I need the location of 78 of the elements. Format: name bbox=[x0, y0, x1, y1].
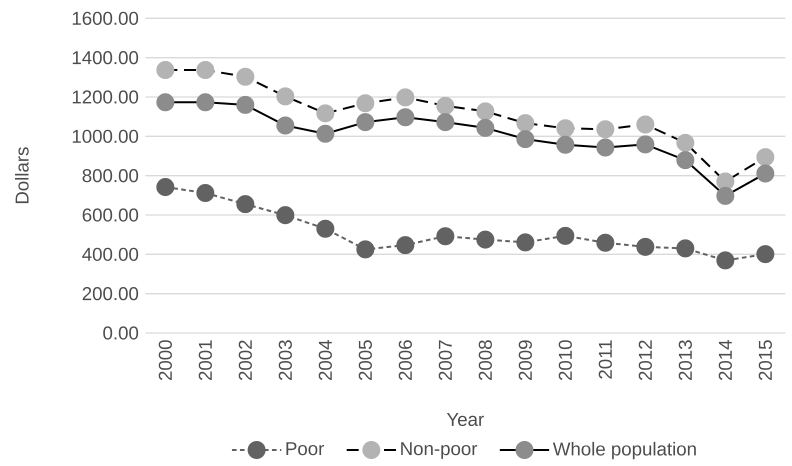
point bbox=[716, 186, 734, 205]
point bbox=[356, 240, 374, 258]
point bbox=[756, 245, 774, 264]
point bbox=[516, 114, 534, 132]
point bbox=[196, 61, 214, 80]
y-axis-title: Dollars bbox=[14, 147, 29, 204]
point bbox=[716, 172, 734, 191]
point bbox=[316, 220, 334, 238]
point bbox=[156, 178, 174, 196]
point bbox=[676, 134, 694, 152]
x-tick-label: 2013 bbox=[678, 340, 692, 380]
point bbox=[396, 88, 414, 106]
y-tick-label: 200.00 bbox=[82, 287, 138, 300]
x-tick-label: 2006 bbox=[398, 340, 412, 380]
point bbox=[196, 184, 214, 202]
point bbox=[396, 108, 414, 126]
legend-label: Poor bbox=[286, 442, 324, 456]
point bbox=[276, 116, 294, 135]
point bbox=[316, 104, 334, 122]
point bbox=[476, 230, 494, 249]
y-tick-label: 1000.00 bbox=[72, 130, 138, 143]
point bbox=[316, 124, 334, 143]
point bbox=[596, 138, 614, 157]
y-tick-label: 400.00 bbox=[82, 248, 138, 261]
x-tick-label: 2004 bbox=[318, 340, 332, 380]
y-tick-label: 800.00 bbox=[82, 169, 138, 182]
point bbox=[556, 119, 574, 138]
x-axis-title: Year bbox=[446, 413, 484, 426]
point bbox=[596, 234, 614, 252]
point bbox=[156, 93, 174, 112]
x-tick-label: 2008 bbox=[478, 340, 492, 380]
point bbox=[556, 136, 574, 154]
y-tick-label: 0.00 bbox=[103, 326, 138, 340]
point bbox=[356, 113, 374, 132]
point bbox=[636, 116, 654, 134]
point bbox=[436, 227, 454, 246]
point bbox=[636, 135, 654, 154]
point bbox=[676, 239, 694, 258]
y-tick-label: 1600.00 bbox=[72, 12, 138, 25]
point bbox=[236, 195, 254, 214]
x-tick-label: 2003 bbox=[278, 340, 292, 380]
legend-label: Whole population bbox=[552, 442, 696, 460]
x-tick-label: 2000 bbox=[158, 340, 172, 380]
x-tick-label: 2007 bbox=[438, 340, 452, 380]
point bbox=[276, 206, 294, 224]
point bbox=[476, 102, 494, 120]
y-tick-label: 600.00 bbox=[82, 208, 138, 222]
point bbox=[556, 226, 574, 245]
point bbox=[756, 164, 774, 182]
point bbox=[236, 96, 254, 114]
point bbox=[436, 96, 454, 115]
x-tick-label: 2009 bbox=[518, 340, 532, 380]
point bbox=[436, 113, 454, 132]
x-tick-label: 2012 bbox=[638, 340, 652, 380]
point bbox=[676, 151, 694, 170]
point bbox=[276, 87, 294, 106]
point bbox=[516, 130, 534, 148]
point bbox=[156, 61, 174, 80]
x-tick-label: 2014 bbox=[718, 340, 732, 380]
point bbox=[596, 120, 614, 138]
point bbox=[396, 236, 414, 254]
x-tick-label: 2002 bbox=[238, 340, 252, 380]
point bbox=[636, 238, 654, 256]
x-tick-label: 2010 bbox=[558, 340, 572, 380]
x-tick-label: 2011 bbox=[598, 340, 612, 379]
point bbox=[756, 148, 774, 166]
point bbox=[716, 251, 734, 270]
point bbox=[476, 118, 494, 137]
point bbox=[196, 93, 214, 112]
x-tick-label: 2005 bbox=[358, 340, 372, 380]
x-tick-label: 2001 bbox=[198, 340, 212, 380]
x-tick-label: 2015 bbox=[758, 340, 772, 380]
y-tick-label: 1400.00 bbox=[72, 51, 138, 64]
legend-label: Non-poor bbox=[401, 442, 478, 459]
point bbox=[236, 68, 254, 86]
point bbox=[516, 233, 534, 252]
y-tick-label: 1200.00 bbox=[72, 90, 138, 104]
point bbox=[356, 94, 374, 112]
